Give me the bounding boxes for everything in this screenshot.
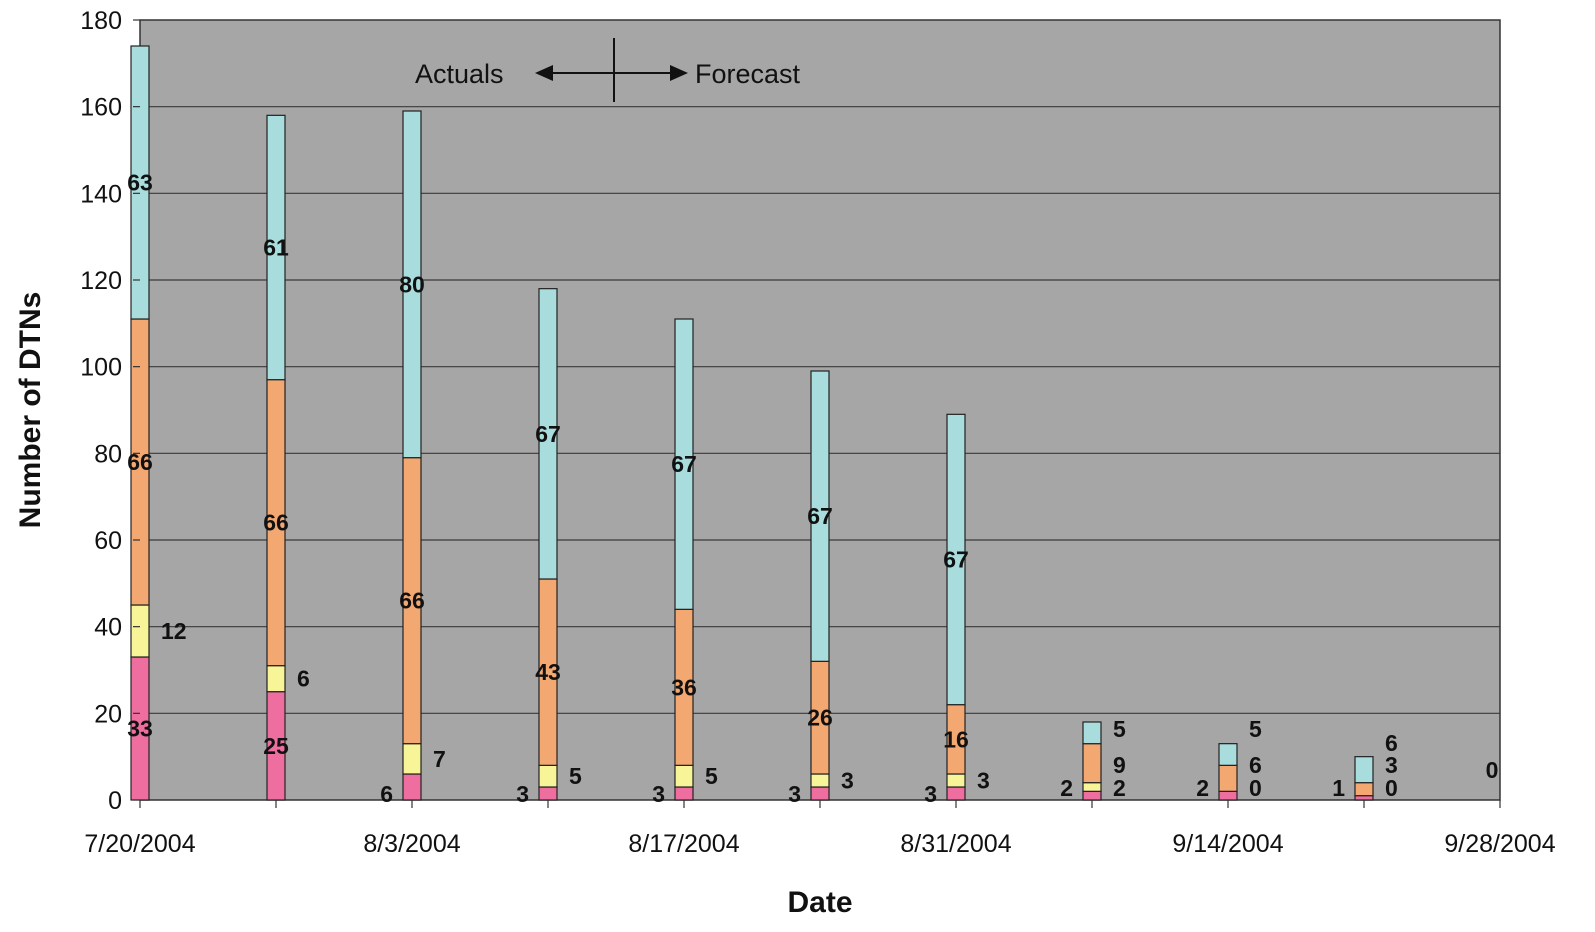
data-label: 66 <box>263 510 289 536</box>
bar-segment <box>402 773 422 801</box>
data-label: 5 <box>705 763 718 789</box>
arrowhead-left-icon <box>535 65 553 81</box>
data-label: 12 <box>161 618 187 644</box>
data-label: 33 <box>127 716 153 742</box>
x-axis-title: Date <box>787 886 852 919</box>
data-label: 5 <box>569 763 582 789</box>
data-label: 3 <box>977 768 990 794</box>
bar-segment <box>130 45 150 320</box>
data-label: 36 <box>671 674 697 700</box>
data-label: 3 <box>788 781 801 807</box>
data-label: 5 <box>1113 716 1126 742</box>
data-label: 67 <box>535 421 561 447</box>
bar-segment <box>1082 782 1102 792</box>
bar-segment <box>674 318 694 610</box>
x-axis-ticks: 7/20/2004 8/3/2004 8/17/2004 8/31/2004 9/14/… <box>84 800 1556 858</box>
bar-segment <box>1218 790 1238 801</box>
annotation-forecast: Forecast <box>695 59 801 89</box>
y-tick-label: 40 <box>94 614 122 642</box>
bar-segment <box>1354 756 1374 784</box>
data-label: 0 <box>1486 757 1499 783</box>
data-label: 67 <box>807 503 833 529</box>
data-label: 6 <box>1249 752 1262 778</box>
data-label: 67 <box>671 451 697 477</box>
data-label: 2 <box>1060 775 1073 801</box>
bar-segment <box>674 786 694 801</box>
x-tick-label: 8/31/2004 <box>900 830 1011 858</box>
bar-segment <box>402 110 422 459</box>
bar-segment <box>674 764 694 788</box>
data-label: 61 <box>263 235 289 261</box>
bar-segment <box>810 786 830 801</box>
bar-segment <box>810 370 830 662</box>
data-label: 63 <box>127 170 153 196</box>
bar-segment <box>538 288 558 580</box>
y-tick-label: 180 <box>80 7 122 35</box>
y-tick-label: 100 <box>80 354 122 382</box>
bars <box>130 45 1374 801</box>
actuals-forecast-annotation: Actuals Forecast <box>415 38 801 102</box>
data-label: 9 <box>1113 752 1126 778</box>
data-label: 3 <box>516 781 529 807</box>
bar-segment <box>538 764 558 788</box>
data-label: 3 <box>1385 752 1398 778</box>
bar-segment <box>946 773 966 788</box>
data-labels: 3312666325666616766803543673536673326673… <box>127 170 1498 808</box>
data-label: 16 <box>943 726 969 752</box>
data-label: 6 <box>297 666 310 692</box>
bar-segment <box>1082 721 1102 745</box>
y-axis-ticks: 0 20 40 60 80 100 120 140 160 180 <box>80 7 140 815</box>
x-tick-label: 7/20/2004 <box>84 830 195 858</box>
data-label: 7 <box>433 746 446 772</box>
data-label: 0 <box>1249 775 1262 801</box>
bar-segment <box>1082 743 1102 784</box>
x-tick-label: 9/14/2004 <box>1172 830 1283 858</box>
y-tick-label: 20 <box>94 700 122 728</box>
data-label: 2 <box>1196 775 1209 801</box>
bar-segment <box>810 773 830 788</box>
bar-segment <box>538 786 558 801</box>
data-label: 3 <box>841 768 854 794</box>
data-label: 67 <box>943 547 969 573</box>
x-tick-label: 8/3/2004 <box>363 830 460 858</box>
y-tick-label: 0 <box>108 787 122 815</box>
bar-segment <box>1354 782 1374 797</box>
bar-segment <box>266 665 286 693</box>
y-tick-label: 120 <box>80 267 122 295</box>
data-label: 6 <box>1385 730 1398 756</box>
bar-segment <box>402 743 422 775</box>
data-label: 3 <box>924 781 937 807</box>
data-label: 6 <box>380 781 393 807</box>
x-tick-label: 8/17/2004 <box>628 830 739 858</box>
data-label: 26 <box>807 705 833 731</box>
bar-segment <box>1082 790 1102 801</box>
data-label: 0 <box>1385 775 1398 801</box>
y-tick-label: 140 <box>80 180 122 208</box>
x-tick-label: 9/28/2004 <box>1444 830 1555 858</box>
data-label: 1 <box>1332 775 1345 801</box>
annotation-actuals: Actuals <box>415 59 504 89</box>
data-label: 3 <box>652 781 665 807</box>
data-label: 43 <box>535 659 561 685</box>
data-label: 66 <box>399 588 425 614</box>
bar-segment <box>1354 795 1374 801</box>
y-axis-title: Number of DTNs <box>14 292 47 529</box>
data-label: 25 <box>263 733 289 759</box>
data-label: 2 <box>1113 775 1126 801</box>
y-tick-label: 80 <box>94 440 122 468</box>
arrowhead-right-icon <box>670 65 688 81</box>
bar-segment <box>1218 764 1238 792</box>
bar-segment <box>946 786 966 801</box>
gridlines <box>140 106 1500 714</box>
data-label: 80 <box>399 271 425 297</box>
y-tick-label: 60 <box>94 527 122 555</box>
bar-segment <box>130 604 150 658</box>
bar-segment <box>946 413 966 706</box>
bar-segment <box>266 114 286 381</box>
y-tick-label: 160 <box>80 94 122 122</box>
bar-segment <box>1218 743 1238 766</box>
data-label: 5 <box>1249 716 1262 742</box>
